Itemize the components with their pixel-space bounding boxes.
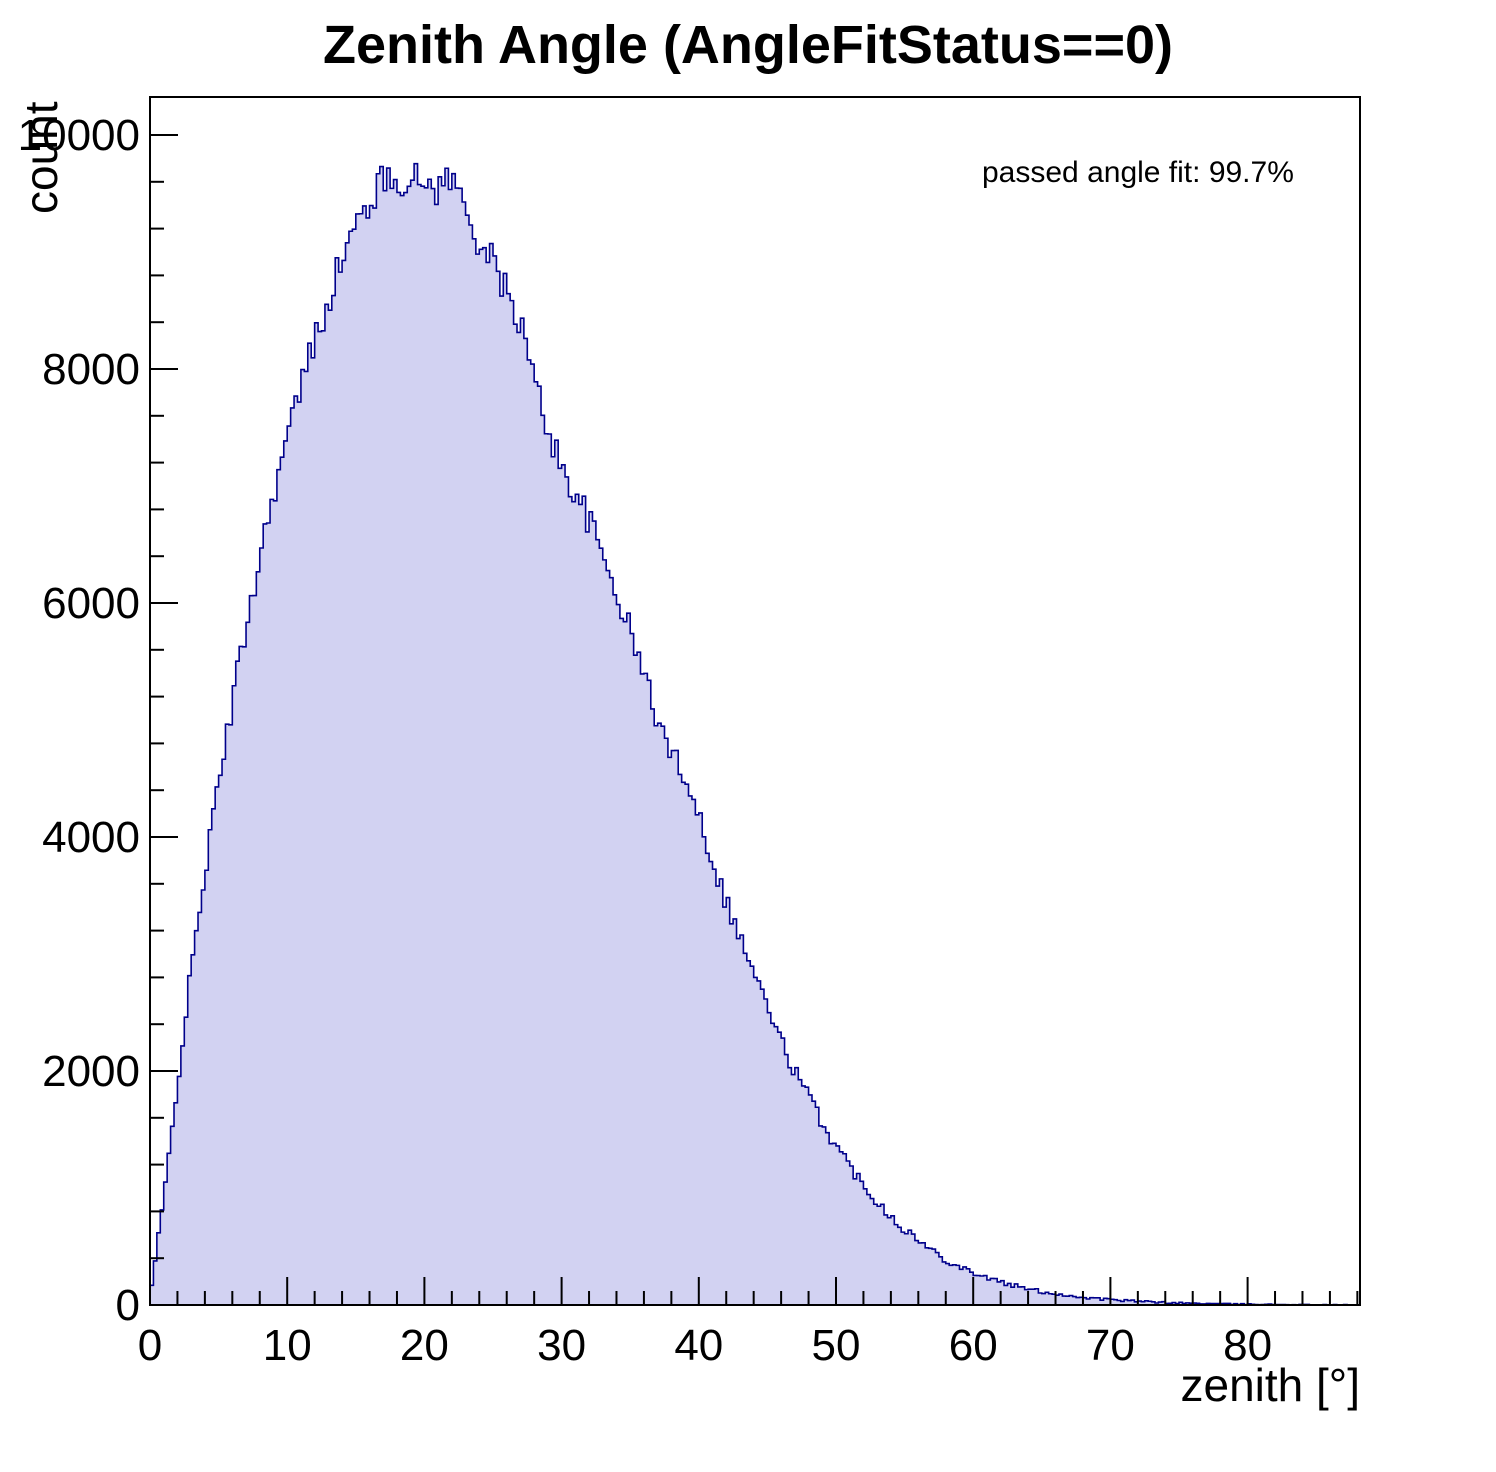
svg-text:0: 0 xyxy=(116,1281,140,1330)
histogram-series xyxy=(149,162,1359,1306)
svg-text:60: 60 xyxy=(949,1321,998,1370)
svg-text:80: 80 xyxy=(1223,1321,1272,1370)
svg-text:30: 30 xyxy=(537,1321,586,1370)
chart-title: Zenith Angle (AngleFitStatus==0) xyxy=(322,15,1174,75)
svg-text:10000: 10000 xyxy=(18,111,140,160)
x-axis-title: zenith [°] xyxy=(1180,1359,1361,1411)
svg-text:4000: 4000 xyxy=(42,813,140,862)
svg-text:70: 70 xyxy=(1086,1321,1135,1370)
svg-text:20: 20 xyxy=(400,1321,449,1370)
axis-ticks xyxy=(149,134,1359,1306)
svg-text:2000: 2000 xyxy=(42,1047,140,1096)
svg-text:6000: 6000 xyxy=(42,579,140,628)
svg-text:8000: 8000 xyxy=(42,345,140,394)
svg-text:40: 40 xyxy=(674,1321,723,1370)
axis-tick-labels: 0 10 20 30 40 50 60 70 80 0 2000 4000 6000 8000 10000 xyxy=(18,111,1272,1370)
svg-text:0: 0 xyxy=(138,1321,162,1370)
svg-text:10: 10 xyxy=(263,1321,312,1370)
annotation-text: passed angle fit: 99.7% xyxy=(982,156,1294,189)
plot-frame xyxy=(149,96,1361,1306)
svg-text:50: 50 xyxy=(812,1321,861,1370)
